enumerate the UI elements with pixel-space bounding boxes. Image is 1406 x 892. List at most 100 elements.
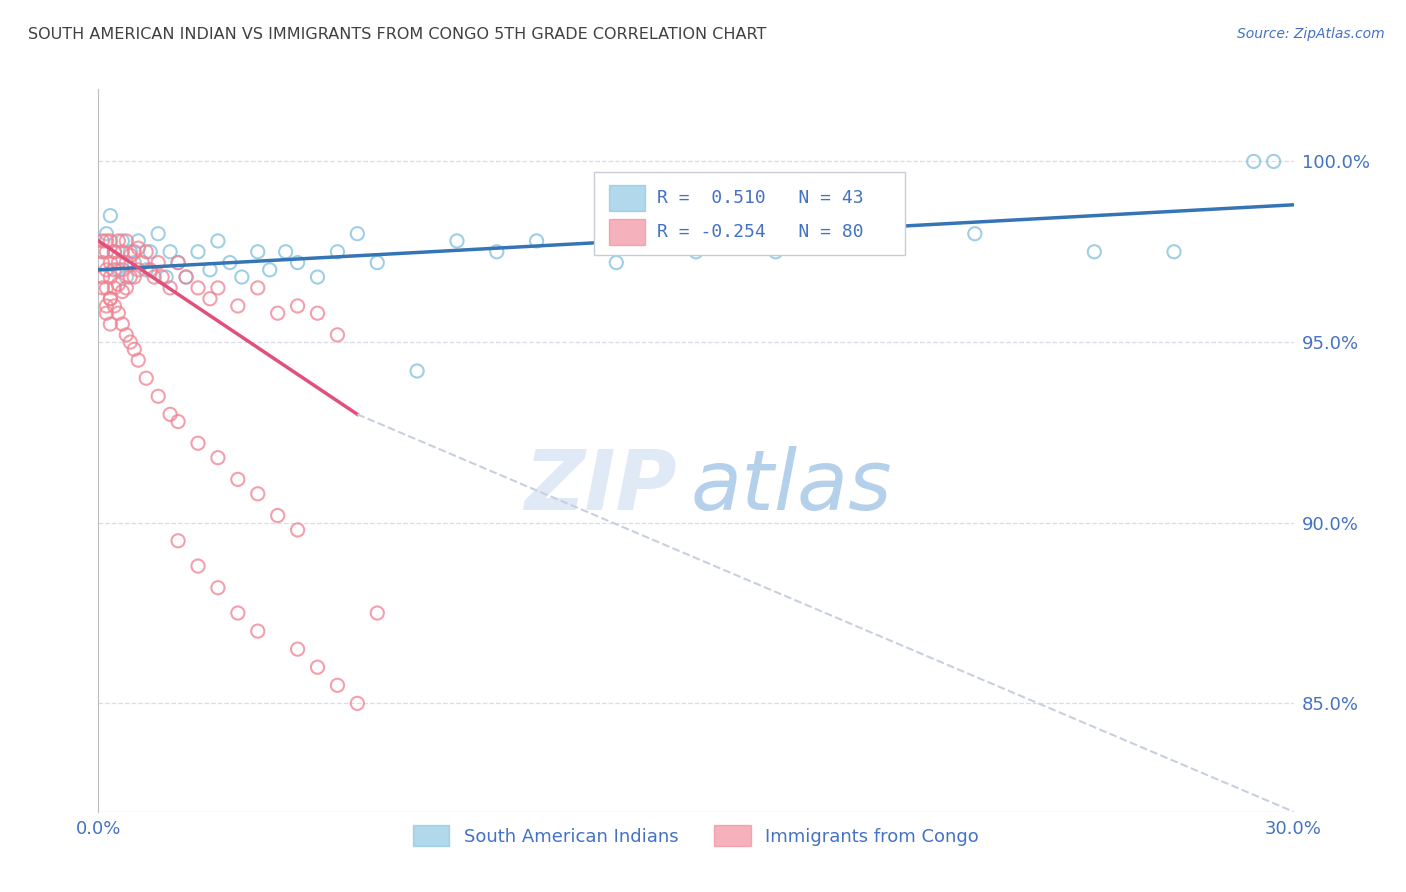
Point: [246, 244, 269, 259]
Point: [124, 255, 146, 269]
Point: [96, 244, 118, 259]
Point: [1243, 154, 1265, 169]
Point: [127, 353, 149, 368]
Point: [98, 209, 122, 223]
Point: [167, 415, 190, 429]
Point: [115, 281, 138, 295]
Point: [120, 244, 142, 259]
Point: [135, 262, 157, 277]
Text: Source: ZipAtlas.com: Source: ZipAtlas.com: [1237, 27, 1385, 41]
Point: [963, 227, 986, 241]
Point: [143, 270, 166, 285]
Point: [485, 244, 508, 259]
Point: [107, 255, 129, 269]
Point: [91, 244, 114, 259]
Point: [287, 642, 309, 657]
Point: [326, 244, 349, 259]
Point: [159, 407, 181, 421]
Point: [326, 678, 349, 692]
FancyBboxPatch shape: [609, 219, 644, 244]
Point: [346, 696, 368, 710]
Point: [135, 371, 157, 385]
Point: [219, 255, 242, 269]
Point: [274, 244, 297, 259]
Point: [120, 334, 142, 349]
Point: [115, 270, 138, 285]
Point: [159, 281, 181, 295]
Point: [765, 244, 787, 259]
Point: [198, 292, 221, 306]
Point: [98, 255, 122, 269]
Point: [127, 241, 149, 255]
Point: [207, 450, 229, 465]
Point: [91, 270, 114, 285]
Point: [167, 533, 190, 548]
FancyBboxPatch shape: [595, 172, 905, 255]
Point: [246, 487, 269, 501]
Point: [246, 624, 269, 638]
Point: [91, 234, 114, 248]
Point: [96, 227, 118, 241]
Point: [98, 292, 122, 306]
Point: [91, 255, 114, 269]
Point: [1083, 244, 1105, 259]
Point: [167, 255, 190, 269]
Point: [307, 306, 329, 320]
Point: [231, 270, 253, 285]
Point: [174, 270, 197, 285]
FancyBboxPatch shape: [609, 186, 644, 211]
Point: [148, 389, 170, 403]
Point: [131, 255, 153, 269]
Point: [107, 277, 129, 292]
Point: [226, 606, 249, 620]
Point: [207, 581, 229, 595]
Point: [605, 255, 627, 269]
Point: [207, 234, 229, 248]
Point: [167, 255, 190, 269]
Point: [96, 234, 118, 248]
Point: [150, 270, 173, 285]
Point: [139, 244, 162, 259]
Point: [174, 270, 197, 285]
Point: [103, 281, 125, 295]
Point: [115, 234, 138, 248]
Point: [1163, 244, 1185, 259]
Point: [155, 270, 177, 285]
Point: [127, 234, 149, 248]
Point: [103, 262, 125, 277]
Point: [120, 248, 142, 262]
Point: [115, 255, 138, 269]
Point: [91, 244, 114, 259]
Point: [226, 472, 249, 486]
Point: [187, 436, 209, 450]
Point: [148, 255, 170, 269]
Point: [526, 234, 548, 248]
Point: [226, 299, 249, 313]
Point: [366, 606, 388, 620]
Point: [135, 244, 157, 259]
Point: [98, 292, 122, 306]
Point: [98, 317, 122, 331]
Point: [884, 209, 907, 223]
Point: [96, 299, 118, 313]
Point: [107, 306, 129, 320]
Point: [127, 262, 149, 277]
Text: SOUTH AMERICAN INDIAN VS IMMIGRANTS FROM CONGO 5TH GRADE CORRELATION CHART: SOUTH AMERICAN INDIAN VS IMMIGRANTS FROM…: [28, 27, 766, 42]
Point: [187, 559, 209, 574]
Point: [96, 306, 118, 320]
Point: [98, 270, 122, 285]
Text: R = -0.254   N = 80: R = -0.254 N = 80: [657, 223, 863, 241]
Point: [103, 244, 125, 259]
Point: [103, 299, 125, 313]
Point: [287, 523, 309, 537]
Point: [326, 327, 349, 342]
Point: [107, 262, 129, 277]
Point: [267, 508, 290, 523]
Point: [198, 262, 221, 277]
Point: [346, 227, 368, 241]
Point: [139, 262, 162, 277]
Point: [685, 244, 707, 259]
Point: [366, 255, 388, 269]
Point: [124, 343, 146, 357]
Point: [287, 255, 309, 269]
